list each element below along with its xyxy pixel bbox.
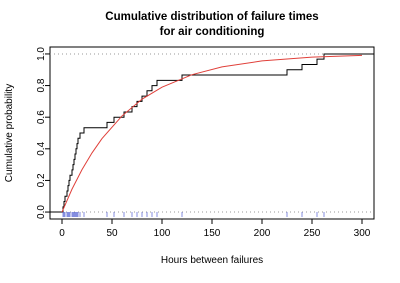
x-tick-label: 100 [154,228,171,239]
x-tick-label: 200 [254,228,271,239]
chart-title: for air conditioning [160,26,265,38]
y-axis-label: Cumulative probability [4,84,15,182]
x-tick-label: 150 [204,228,221,239]
y-tick-label: 0.4 [36,141,47,155]
x-tick-label: 300 [354,228,371,239]
y-tick-label: 0.8 [36,78,47,92]
x-tick-label: 50 [106,228,118,239]
x-tick-label: 250 [304,228,321,239]
fitted-curve [61,54,363,213]
x-axis-label: Hours between failures [161,255,263,266]
plot-frame [49,46,375,220]
y-tick-label: 0.0 [36,205,47,219]
y-tick-label: 1.0 [36,47,47,61]
y-tick-label: 0.2 [36,173,47,187]
ecdf-line [50,53,374,213]
y-tick-label: 0.6 [36,110,47,124]
chart-title: Cumulative distribution of failure times [105,11,318,23]
x-tick-label: 0 [59,228,65,239]
